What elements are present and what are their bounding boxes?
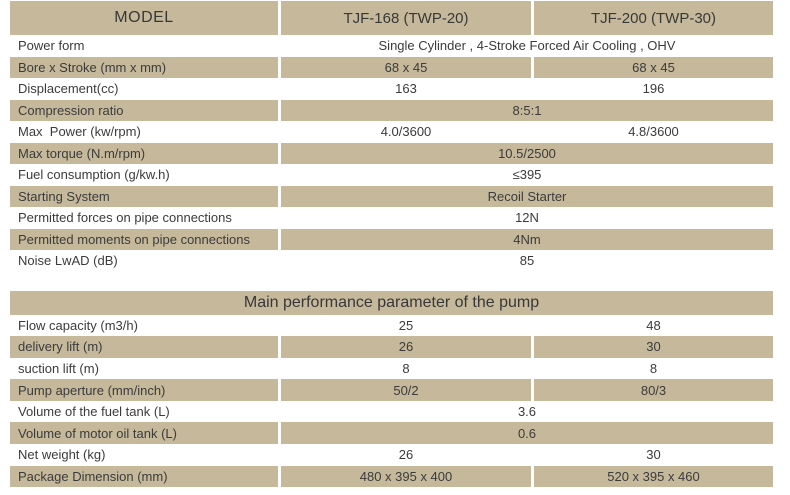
spec-value-merged: 85 bbox=[519, 253, 535, 269]
spec-row-label: Volume of the fuel tank (L) bbox=[18, 404, 170, 420]
spec-value-merged: 0.6 bbox=[281, 422, 773, 445]
model-column-tjf168: TJF-168 (TWP-20) bbox=[281, 1, 531, 35]
spec-value-col2: 30 bbox=[646, 447, 661, 463]
spec-row: Displacement(cc) 163 196 bbox=[10, 78, 773, 100]
spec-row: Max Power (kw/rpm) 4.0/3600 4.8/3600 bbox=[10, 121, 773, 143]
spec-row: Net weight (kg) 26 30 bbox=[10, 444, 773, 466]
pump-spec-table: Main performance parameter of the pump F… bbox=[10, 290, 773, 488]
spec-value-merged: 4Nm bbox=[281, 228, 773, 250]
spec-value-col1: 480 x 395 x 400 bbox=[281, 465, 531, 488]
spec-value-col1: 25 bbox=[398, 317, 414, 333]
model-column-tjf200: TJF-200 (TWP-30) bbox=[534, 1, 773, 35]
spec-value-merged: ≤395 bbox=[512, 167, 542, 183]
spec-row: Starting System Recoil Starter bbox=[10, 185, 773, 207]
spec-value-col2: 4.8/3600 bbox=[628, 124, 679, 140]
spec-row: Volume of the fuel tank (L) 3.6 bbox=[10, 401, 773, 423]
spec-row-label: Max torque (N.m/rpm) bbox=[10, 142, 278, 164]
pump-table-body: Flow capacity (m3/h) 25 48 delivery lift (m… bbox=[10, 315, 773, 488]
spec-value-col2: 80/3 bbox=[534, 379, 773, 401]
spec-value-col1: 4.0/3600 bbox=[380, 124, 432, 140]
spec-value-col1: 26 bbox=[281, 336, 531, 358]
spec-row-label: Flow capacity (m3/h) bbox=[18, 317, 138, 333]
spec-row-label: Max Power (kw/rpm) bbox=[18, 124, 141, 140]
spec-row: Pump aperture (mm/inch) 50/2 80/3 bbox=[10, 379, 773, 401]
spec-row: suction lift (m) 8 8 bbox=[10, 358, 773, 380]
spec-value-col1: 8 bbox=[402, 360, 410, 376]
spec-row-label: Fuel consumption (g/kw.h) bbox=[18, 167, 170, 183]
spec-row-label: Bore x Stroke (mm x mm) bbox=[10, 56, 278, 78]
engine-table-header-row: MODEL TJF-168 (TWP-20) TJF-200 (TWP-30) bbox=[10, 1, 773, 35]
spec-row: Power form Single Cylinder , 4-Stroke For… bbox=[10, 35, 773, 57]
spec-row: Permitted moments on pipe connections 4Nm bbox=[10, 228, 773, 250]
spec-value-col2: 30 bbox=[534, 336, 773, 358]
spec-value-merged: Single Cylinder , 4-Stroke Forced Air Co… bbox=[378, 38, 676, 54]
spec-value-col2: 8 bbox=[649, 360, 658, 376]
engine-spec-table: MODEL TJF-168 (TWP-20) TJF-200 (TWP-30) … bbox=[10, 1, 773, 272]
spec-row: delivery lift (m) 26 30 bbox=[10, 336, 773, 358]
spec-value-col1: 68 x 45 bbox=[281, 56, 531, 78]
spec-row-label: suction lift (m) bbox=[18, 360, 99, 376]
spec-row: Flow capacity (m3/h) 25 48 bbox=[10, 315, 773, 337]
spec-row: Bore x Stroke (mm x mm) 68 x 45 68 x 45 bbox=[10, 56, 773, 78]
spec-row: Noise LwAD (dB) 85 bbox=[10, 250, 773, 272]
spec-value-col2: 196 bbox=[642, 81, 665, 97]
spec-row: Permitted forces on pipe connections 12N bbox=[10, 207, 773, 229]
spec-row: Compression ratio 8:5:1 bbox=[10, 99, 773, 121]
spec-row-label: Permitted forces on pipe connections bbox=[18, 210, 232, 226]
spec-row-label: Package Dimension (mm) bbox=[10, 465, 278, 488]
spec-row-label: Permitted moments on pipe connections bbox=[10, 228, 278, 250]
engine-table-body: Power form Single Cylinder , 4-Stroke For… bbox=[10, 35, 773, 272]
spec-value-merged: 3.6 bbox=[517, 404, 537, 420]
spec-row: Volume of motor oil tank (L) 0.6 bbox=[10, 422, 773, 445]
spec-value-merged: Recoil Starter bbox=[281, 185, 773, 207]
spec-row-label: Pump aperture (mm/inch) bbox=[10, 379, 278, 401]
spec-row-label: Power form bbox=[18, 38, 85, 54]
spec-value-merged: 10.5/2500 bbox=[281, 142, 773, 164]
spec-value-col1: 50/2 bbox=[281, 379, 531, 401]
pump-table-title: Main performance parameter of the pump bbox=[10, 290, 773, 315]
spec-value-merged: 12N bbox=[515, 210, 539, 226]
spec-value-col2: 48 bbox=[646, 317, 661, 333]
spec-row-label: Volume of motor oil tank (L) bbox=[10, 422, 278, 445]
spec-row-label: Noise LwAD (dB) bbox=[18, 253, 118, 269]
spec-value-col2: 68 x 45 bbox=[534, 56, 773, 78]
spec-value-merged: 8:5:1 bbox=[281, 99, 773, 121]
spec-row-label: Displacement(cc) bbox=[18, 81, 119, 97]
spec-row: Max torque (N.m/rpm) 10.5/2500 bbox=[10, 142, 773, 164]
spec-row-label: Starting System bbox=[10, 185, 278, 207]
spec-value-col1: 163 bbox=[395, 81, 417, 97]
spec-value-col2: 520 x 395 x 460 bbox=[534, 465, 773, 488]
spec-row-label: delivery lift (m) bbox=[10, 336, 278, 358]
spec-row: Fuel consumption (g/kw.h) ≤395 bbox=[10, 164, 773, 186]
spec-row: Package Dimension (mm) 480 x 395 x 400 520… bbox=[10, 465, 773, 488]
spec-row-label: Net weight (kg) bbox=[18, 447, 106, 463]
model-header-cell: MODEL bbox=[10, 1, 278, 35]
spec-row-label: Compression ratio bbox=[10, 99, 278, 121]
spec-value-col1: 26 bbox=[398, 447, 414, 463]
